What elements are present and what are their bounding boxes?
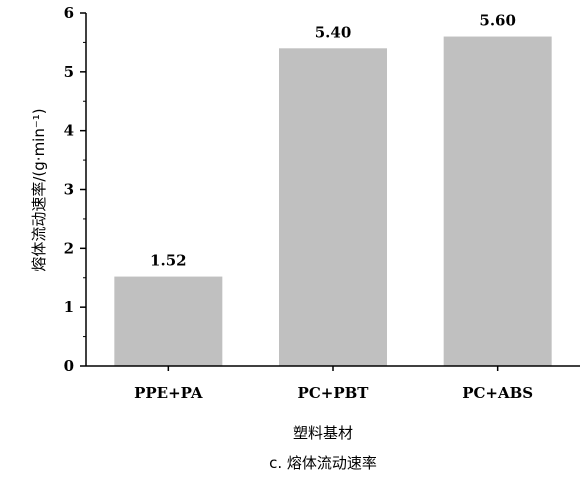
x-axis: PPE+PA PC+PBT PC+ABS [86, 365, 580, 402]
bar-1 [279, 48, 387, 367]
y-axis: 0 1 2 3 4 5 6 [64, 4, 87, 375]
y-tick-label-3: 3 [64, 181, 74, 199]
y-tick-label-1: 1 [64, 298, 74, 316]
bars-group: 1.52 5.40 5.60 [114, 12, 552, 367]
category-label-0: PPE+PA [134, 384, 203, 402]
y-tick-label-5: 5 [64, 63, 74, 81]
y-tick-label-2: 2 [64, 239, 74, 257]
y-tick-label-0: 0 [64, 357, 74, 375]
figure-caption: c. 熔体流动速率 [269, 454, 377, 472]
category-label-2: PC+ABS [462, 384, 533, 402]
x-axis-title: 塑料基材 [293, 424, 353, 442]
category-label-1: PC+PBT [298, 384, 370, 402]
data-label-2: 5.60 [479, 12, 516, 30]
bar-2 [443, 36, 552, 367]
y-axis-title: 熔体流动速率/(g·min⁻¹) [30, 108, 48, 271]
y-tick-label-4: 4 [64, 122, 74, 140]
y-tick-label-6: 6 [64, 4, 74, 22]
data-label-0: 1.52 [150, 252, 187, 270]
data-label-1: 5.40 [315, 23, 352, 41]
bar-0 [114, 276, 223, 366]
